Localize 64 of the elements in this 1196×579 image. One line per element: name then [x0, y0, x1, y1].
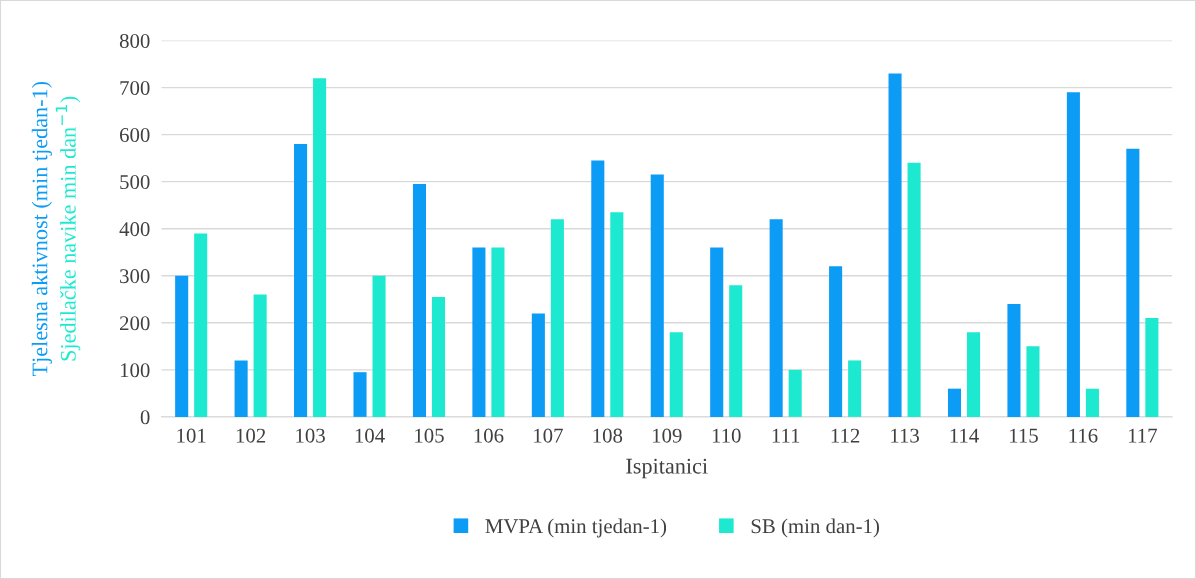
y-tick-label: 400: [119, 222, 150, 237]
x-axis-title: Ispitanici: [626, 458, 708, 479]
x-tick-label: 114: [950, 428, 979, 443]
bar: [253, 294, 267, 417]
x-tick-label: 105: [415, 428, 444, 443]
bar: [1085, 388, 1099, 417]
y-axis-title: Tjelesna aktivnost (min tjedan-1) Sjedilačke navike min dan$^{−1}$): [31, 81, 81, 377]
x-tick-label: 108: [593, 428, 623, 443]
x-tick-label: 111: [772, 428, 800, 443]
x-tick-label: 112: [831, 428, 860, 443]
bar: [650, 174, 664, 417]
y-tick-label: 0: [140, 410, 150, 425]
bar: [234, 360, 248, 417]
bar: [710, 247, 724, 417]
x-tick-label: 106: [474, 428, 504, 443]
x-tick-label: 116: [1069, 428, 1098, 443]
bar: [729, 285, 743, 417]
bar: [372, 275, 386, 417]
bar: [1026, 346, 1040, 417]
bar: [431, 296, 446, 417]
bar: [472, 247, 486, 417]
y-tick-label: 700: [120, 80, 150, 96]
bar: [294, 144, 308, 417]
x-tick-label: 102: [236, 428, 266, 443]
x-tick-label: 117: [1128, 428, 1157, 443]
x-tick-label: 110: [712, 428, 741, 443]
x-tick-label: 115: [1010, 428, 1038, 443]
bar: [1145, 318, 1159, 417]
bar: [353, 372, 367, 417]
x-tick-label: 104: [355, 428, 385, 443]
x-tick-label: 113: [891, 428, 919, 443]
bar: [1126, 148, 1140, 417]
bar: [194, 233, 208, 417]
bar: [966, 332, 981, 417]
x-tick-label: 107: [534, 428, 563, 443]
bar: [788, 369, 802, 417]
bar: [412, 184, 426, 417]
bar: [531, 313, 545, 417]
bar: [829, 266, 843, 417]
bar: [769, 219, 783, 417]
x-tick-label: 101: [177, 428, 206, 443]
bar: [669, 332, 683, 417]
bar: [888, 73, 902, 417]
bar: [848, 360, 862, 417]
bar: [550, 219, 564, 417]
y-tick-label: 100: [120, 363, 150, 378]
bar: [610, 212, 624, 417]
y-tick-label: 500: [120, 175, 150, 190]
legend-label: SB (min dan-1): [751, 518, 880, 538]
bar: [313, 78, 327, 417]
x-tick-label: 109: [652, 428, 682, 443]
bar: [947, 388, 962, 417]
y-tick-label: 300: [120, 269, 150, 284]
y-tick-label: 800: [119, 33, 150, 48]
bar: [591, 160, 605, 417]
y-tick-label: 200: [120, 316, 150, 331]
bar: [1066, 92, 1080, 417]
bar: [491, 247, 505, 417]
y-tick-label: 600: [119, 127, 150, 143]
x-tick-label: 103: [296, 428, 325, 443]
bar: [907, 162, 921, 417]
bar: [175, 275, 189, 417]
bar: [1007, 303, 1021, 417]
legend-label: MVPA (min tjedan-1): [485, 518, 667, 538]
